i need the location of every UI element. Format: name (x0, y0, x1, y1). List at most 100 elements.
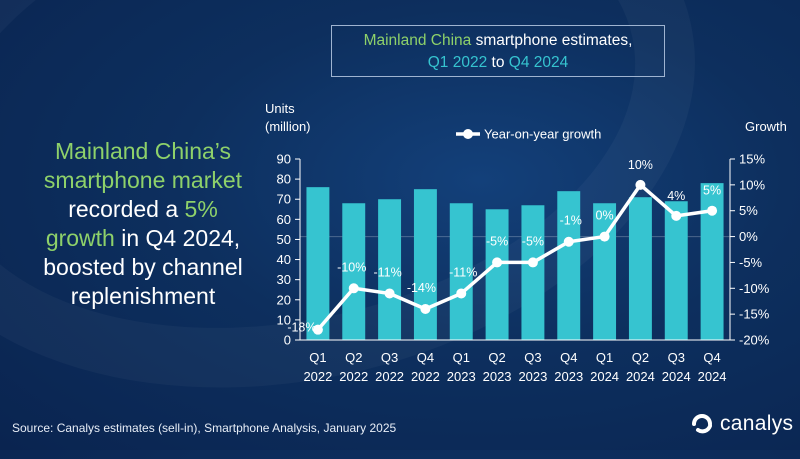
x-tick-year-0: 2022 (303, 369, 332, 384)
left-tick-label-6: 60 (277, 212, 291, 227)
bar-1 (342, 203, 366, 340)
brand-name: canalys (720, 412, 794, 435)
growth-point-0 (312, 324, 323, 335)
headline-line1: Mainland China’s (54, 138, 231, 164)
growth-point-5 (492, 257, 503, 268)
headline-line6: replenishment (70, 283, 216, 309)
right-tick-label-1: 10% (739, 177, 765, 192)
right-tick-label-3: 0% (739, 229, 758, 244)
chart-title-line2: Q1 2022 to Q4 2024 (332, 52, 664, 74)
right-tick-label-6: -15% (739, 307, 770, 322)
growth-data-label-6: -5% (522, 234, 544, 248)
x-tick-year-7: 2023 (554, 369, 583, 384)
left-tick-label-5: 50 (277, 232, 291, 247)
headline-line2: smartphone market (43, 167, 243, 193)
combo-chart: 0 10 20 30 40 50 60 70 80 90 15% 10% 5% 0% -5% -10% -15%… (265, 101, 787, 384)
headline-line3-text: recorded a (68, 196, 185, 222)
bar-series (306, 183, 724, 340)
bar-7 (557, 191, 581, 340)
x-tick-year-8: 2024 (590, 369, 619, 384)
left-tick-label-0: 0 (284, 333, 291, 348)
growth-point-11 (707, 205, 718, 216)
growth-data-label-2: -11% (373, 265, 401, 279)
growth-line-series (312, 179, 718, 335)
growth-data-label-0: -18% (287, 321, 316, 335)
x-tick-quarter-9: Q2 (632, 350, 649, 365)
x-tick-quarter-2: Q3 (381, 350, 398, 365)
growth-data-label-8: 0% (596, 209, 614, 223)
x-tick-quarter-7: Q4 (560, 350, 577, 365)
growth-point-9 (635, 179, 646, 190)
x-tick-quarter-1: Q2 (345, 350, 362, 365)
legend-label: Year-on-year growth (484, 127, 601, 142)
chart-axes (295, 158, 735, 341)
x-tick-quarter-8: Q1 (596, 350, 613, 365)
headline-line4-text: in Q4 2024, (114, 225, 241, 251)
source-note: Source: Canalys estimates (sell-in), Sma… (12, 421, 397, 435)
x-tick-year-9: 2024 (626, 369, 655, 384)
title-end-period: Q4 2024 (508, 54, 569, 71)
x-tick-year-3: 2022 (411, 369, 440, 384)
bar-3 (413, 189, 437, 340)
growth-point-7 (563, 236, 574, 247)
title-connector: to (487, 54, 509, 71)
left-tick-label-9: 90 (277, 152, 291, 167)
right-tick-label-4: -5% (739, 255, 763, 270)
x-tick-quarter-5: Q2 (488, 350, 505, 365)
growth-point-6 (527, 257, 538, 268)
bar-2 (378, 199, 402, 340)
chart-labels: 0 10 20 30 40 50 60 70 80 90 15% 10% 5% 0% -5% -10% -15%… (265, 101, 787, 384)
left-tick-label-2: 20 (277, 292, 291, 307)
left-tick-label-7: 70 (277, 192, 291, 207)
bar-0 (306, 187, 330, 340)
growth-point-2 (384, 288, 395, 299)
x-tick-quarter-10: Q3 (668, 350, 685, 365)
canalys-logo-icon (692, 414, 712, 434)
brand-logo: canalys (690, 412, 793, 436)
x-tick-year-6: 2023 (518, 369, 547, 384)
headline-line4: growth in Q4 2024, (12, 224, 274, 253)
growth-point-8 (599, 231, 610, 242)
growth-point-1 (348, 283, 359, 294)
x-tick-quarter-4: Q1 (453, 350, 470, 365)
title-subject: smartphone estimates, (471, 32, 633, 49)
x-tick-year-1: 2022 (339, 369, 368, 384)
left-tick-label-8: 80 (277, 172, 291, 187)
bar-10 (664, 201, 688, 340)
growth-data-label-9: 10% (628, 158, 653, 172)
title-start-period: Q1 2022 (427, 54, 488, 71)
headline-growth-word: growth (45, 225, 115, 251)
x-tick-year-4: 2023 (447, 369, 476, 384)
x-tick-year-5: 2023 (483, 369, 512, 384)
growth-data-label-5: -5% (486, 234, 508, 248)
right-tick-label-5: -10% (739, 281, 770, 296)
right-tick-label-2: 5% (739, 203, 758, 218)
right-tick-label-0: 15% (739, 152, 765, 167)
bar-11 (700, 183, 724, 340)
growth-data-label-1: -10% (337, 260, 366, 274)
headline-line3: recorded a 5% (12, 195, 274, 224)
growth-data-label-7: -1% (560, 214, 582, 228)
bar-4 (449, 203, 473, 340)
left-tick-label-4: 40 (277, 252, 291, 267)
bar-6 (521, 205, 545, 340)
chart-title-box: Mainland China smartphone estimates, Q1 … (331, 25, 665, 77)
x-tick-quarter-11: Q4 (703, 350, 720, 365)
growth-point-4 (456, 288, 467, 299)
headline-line5: boosted by channel (43, 254, 243, 280)
bar-9 (628, 197, 652, 340)
right-tick-label-7: -20% (739, 333, 770, 348)
growth-point-3 (420, 303, 431, 314)
left-tick-label-3: 30 (277, 272, 291, 287)
right-axis-title: Growth (745, 119, 787, 134)
x-tick-year-10: 2024 (662, 369, 691, 384)
growth-data-label-4: -11% (449, 265, 477, 279)
bar-5 (485, 209, 509, 340)
left-axis-title-line2: (million) (265, 119, 311, 134)
growth-point-10 (671, 210, 682, 221)
growth-line-path (316, 183, 713, 331)
growth-data-label-3: -14% (407, 281, 436, 295)
x-tick-quarter-6: Q3 (524, 350, 541, 365)
growth-data-label-11: 5% (703, 184, 721, 198)
left-tick-label-1: 10 (277, 312, 291, 327)
